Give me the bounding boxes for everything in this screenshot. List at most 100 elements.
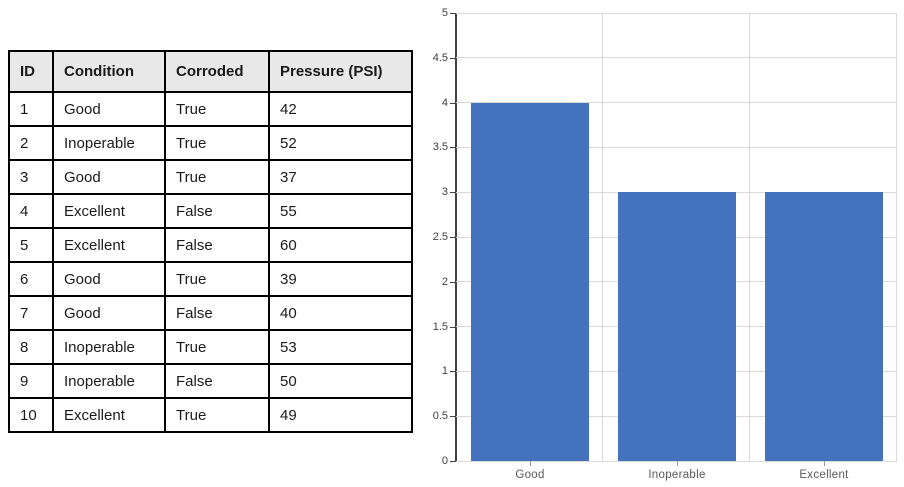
y-axis-tick-label: 0 bbox=[441, 455, 448, 467]
table-cell: 8 bbox=[8, 329, 54, 365]
table-row: 4 Excellent False 55 bbox=[8, 193, 413, 229]
table-cell: False bbox=[164, 227, 270, 263]
y-axis-tick bbox=[450, 147, 455, 149]
y-axis-tick bbox=[450, 237, 455, 238]
y-axis-tick bbox=[450, 192, 455, 194]
table-cell: 50 bbox=[268, 363, 413, 399]
table-row: 5 Excellent False 60 bbox=[8, 227, 413, 263]
table-cell: 42 bbox=[268, 91, 413, 127]
bar bbox=[618, 192, 736, 461]
table-cell: Excellent bbox=[52, 397, 166, 433]
table-header: ID Condition Corroded Pressure (PSI) bbox=[8, 50, 413, 93]
y-axis-tick-label: 1 bbox=[441, 365, 448, 378]
table-cell: Excellent bbox=[52, 193, 166, 229]
table-cell: Good bbox=[52, 261, 166, 297]
table-cell: 10 bbox=[8, 397, 54, 433]
table-row: 10 Excellent True 49 bbox=[8, 397, 413, 433]
y-axis-tick-label: 4 bbox=[441, 96, 448, 109]
v-gridline bbox=[749, 13, 750, 461]
y-axis-tick-label: 1.5 bbox=[432, 320, 448, 333]
y-axis-tick-label: 0.5 bbox=[432, 410, 448, 423]
header-cell: Condition bbox=[52, 50, 166, 93]
table-cell: 6 bbox=[8, 261, 54, 297]
table-row: 6 Good True 39 bbox=[8, 261, 413, 297]
table-cell: Good bbox=[52, 91, 166, 127]
y-axis-tick-label: 2.5 bbox=[432, 231, 448, 243]
table-cell: 39 bbox=[268, 261, 413, 297]
table-body: 1 Good True 42 2 Inoperable True 52 3 Good True 37 4… bbox=[8, 91, 413, 433]
y-axis-tick-label: 4.5 bbox=[432, 51, 448, 64]
table-cell: 9 bbox=[8, 363, 54, 399]
table-cell: Inoperable bbox=[52, 125, 166, 161]
table-cell: 55 bbox=[268, 193, 413, 229]
y-axis-tick bbox=[450, 416, 455, 418]
table-cell: False bbox=[164, 193, 270, 229]
bar bbox=[765, 192, 883, 461]
table-cell: 52 bbox=[268, 125, 413, 161]
bar-chart: 0 0.5 1 1.5 2 2.5 3 3.5 4 4.5 5 Good Inoperable Excel… bbox=[420, 0, 904, 487]
data-table: ID Condition Corroded Pressure (PSI) 1 Good T… bbox=[8, 50, 413, 433]
table-cell: 40 bbox=[268, 295, 413, 331]
table-cell: True bbox=[164, 261, 270, 297]
y-axis-line bbox=[455, 13, 457, 462]
x-axis-tick-label: Inoperable bbox=[648, 469, 706, 481]
table-cell: True bbox=[164, 329, 270, 365]
table-cell: 53 bbox=[268, 329, 413, 365]
y-axis-tick bbox=[450, 281, 455, 283]
h-gridline bbox=[456, 12, 897, 14]
table-cell: 49 bbox=[268, 397, 413, 433]
table-cell: 4 bbox=[8, 193, 54, 229]
table-row: 1 Good True 42 bbox=[8, 91, 413, 127]
table-cell: Good bbox=[52, 159, 166, 195]
h-gridline bbox=[456, 102, 897, 104]
table-cell: Good bbox=[52, 295, 166, 331]
x-axis-tick bbox=[530, 461, 531, 466]
table-row: 3 Good True 37 bbox=[8, 159, 413, 195]
y-axis-tick bbox=[450, 57, 455, 59]
table-row: 2 Inoperable True 52 bbox=[8, 125, 413, 161]
table-cell: Inoperable bbox=[52, 329, 166, 365]
v-gridline bbox=[896, 13, 897, 461]
y-axis-tick-label: 3.5 bbox=[432, 141, 448, 154]
table-cell: False bbox=[164, 363, 270, 399]
x-axis-tick bbox=[677, 461, 678, 466]
table-cell: Inoperable bbox=[52, 363, 166, 399]
h-gridline bbox=[456, 57, 897, 59]
table-cell: 2 bbox=[8, 125, 54, 161]
table-cell: 5 bbox=[8, 227, 54, 263]
table-cell: 60 bbox=[268, 227, 413, 263]
h-gridline bbox=[456, 146, 897, 148]
y-axis-tick bbox=[450, 13, 455, 14]
table-cell: 3 bbox=[8, 159, 54, 195]
y-axis-tick bbox=[450, 326, 455, 328]
table-row: 7 Good False 40 bbox=[8, 295, 413, 331]
table-cell: True bbox=[164, 125, 270, 161]
header-cell: ID bbox=[8, 50, 54, 93]
bar bbox=[471, 102, 589, 461]
plot-area: 0 0.5 1 1.5 2 2.5 3 3.5 4 4.5 5 Good Inoperable Excel… bbox=[433, 7, 897, 481]
table-cell: 1 bbox=[8, 91, 54, 127]
table-row: 8 Inoperable True 53 bbox=[8, 329, 413, 365]
y-axis-tick bbox=[450, 461, 455, 462]
y-axis-tick-label: 3 bbox=[441, 186, 448, 199]
y-axis-tick-label: 5 bbox=[441, 7, 448, 19]
table-row: 9 Inoperable False 50 bbox=[8, 363, 413, 399]
y-axis-tick bbox=[450, 102, 455, 104]
table-cell: Excellent bbox=[52, 227, 166, 263]
table-cell: True bbox=[164, 397, 270, 433]
table-cell: True bbox=[164, 159, 270, 195]
table-cell: 7 bbox=[8, 295, 54, 331]
v-gridline bbox=[602, 13, 603, 461]
y-axis-tick-label: 2 bbox=[441, 275, 448, 288]
table-cell: 37 bbox=[268, 159, 413, 195]
x-axis-tick-label: Excellent bbox=[799, 469, 849, 481]
table-header-row: ID Condition Corroded Pressure (PSI) bbox=[8, 50, 413, 93]
x-axis-tick-label: Good bbox=[515, 469, 545, 481]
header-cell: Corroded bbox=[164, 50, 270, 93]
h-gridline bbox=[456, 460, 897, 462]
table-cell: True bbox=[164, 91, 270, 127]
table-cell: False bbox=[164, 295, 270, 331]
y-axis-tick bbox=[450, 371, 455, 373]
x-axis-tick bbox=[824, 461, 825, 466]
